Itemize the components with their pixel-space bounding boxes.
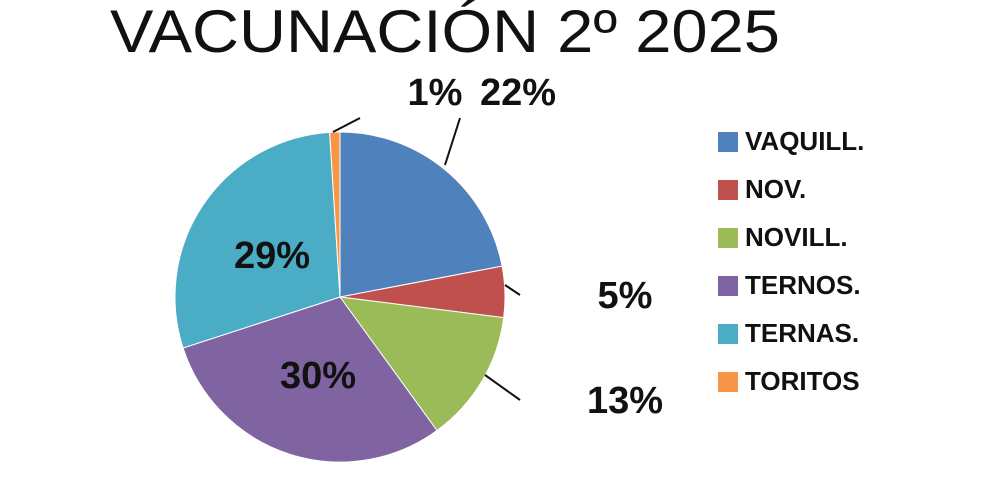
data-label: 30%	[280, 355, 356, 397]
leader-line	[484, 374, 521, 401]
pie-slice	[338, 296, 505, 432]
data-label: 29%	[234, 235, 310, 277]
pie-slice	[182, 296, 438, 463]
data-label: 13%	[587, 380, 663, 422]
legend-swatch	[718, 180, 738, 200]
data-label: 1%	[408, 72, 463, 114]
legend-label: TORITOS	[745, 366, 860, 396]
legend-label: NOV.	[745, 174, 806, 204]
legend-label: TERNAS.	[745, 318, 859, 348]
legend-swatch	[718, 372, 738, 392]
chart-title: VACUNACIÓN 2º 2025	[110, 0, 780, 65]
pie-slice	[174, 131, 341, 349]
pie-slice	[339, 131, 503, 298]
legend-swatch	[718, 132, 738, 152]
legend-label: VAQUILL.	[745, 126, 864, 156]
legend-swatch	[718, 228, 738, 248]
leader-line	[332, 117, 361, 133]
leader-line	[444, 117, 461, 166]
leader-line	[504, 284, 521, 296]
legend-swatch	[718, 324, 738, 344]
legend-label: NOVILL.	[745, 222, 848, 252]
data-label: 5%	[598, 275, 653, 317]
legend-swatch	[718, 276, 738, 296]
legend-label: TERNOS.	[745, 270, 861, 300]
data-label: 22%	[480, 72, 556, 114]
